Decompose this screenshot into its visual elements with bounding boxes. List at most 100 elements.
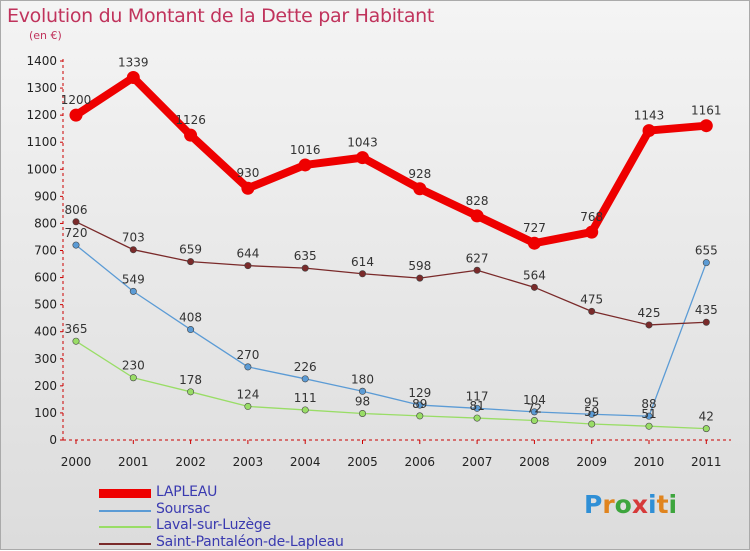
legend-label: Saint-Pantaléon-de-Lapleau xyxy=(156,533,344,550)
data-label: 59 xyxy=(584,405,599,419)
data-label: 1339 xyxy=(118,56,149,70)
data-label: 1200 xyxy=(61,93,92,107)
data-label: 930 xyxy=(236,166,259,180)
x-tick-label: 2005 xyxy=(347,455,378,469)
legend-label: LAPLEAU xyxy=(156,484,218,500)
x-tick-label: 2011 xyxy=(691,455,722,469)
data-point xyxy=(129,374,137,382)
data-point xyxy=(301,375,309,383)
y-tick-label: 300 xyxy=(34,352,57,366)
data-point xyxy=(588,420,596,428)
data-point xyxy=(187,388,195,396)
data-label: 655 xyxy=(695,244,718,258)
legend-label: Soursac xyxy=(156,500,211,517)
logo-letter: P xyxy=(584,490,603,519)
data-point xyxy=(187,258,195,266)
data-point xyxy=(72,241,80,249)
data-point xyxy=(416,401,424,409)
data-label: 1161 xyxy=(691,104,722,118)
y-tick-label: 200 xyxy=(34,379,57,393)
x-tick-label: 2000 xyxy=(61,455,92,469)
data-point xyxy=(301,264,309,272)
data-point xyxy=(530,408,538,416)
legend-label: Laval-sur-Luzège xyxy=(156,517,271,533)
data-label: 627 xyxy=(466,251,489,265)
data-labels-layer: 1200 1339 1126 930 1016 1043 928 828 727 768 1143 1… xyxy=(61,56,722,424)
data-point xyxy=(187,326,195,334)
legend-swatch xyxy=(99,509,151,512)
y-tick-label: 1400 xyxy=(26,54,57,68)
data-point xyxy=(129,287,137,295)
data-point xyxy=(702,425,710,433)
data-label: 564 xyxy=(523,268,546,282)
y-tick-label: 1100 xyxy=(26,135,57,149)
series-line xyxy=(72,73,711,248)
data-label: 270 xyxy=(236,348,259,362)
data-point xyxy=(473,266,481,274)
data-point xyxy=(642,124,656,138)
series-layer xyxy=(69,71,713,433)
data-point xyxy=(527,236,541,250)
legend-swatch xyxy=(99,542,151,545)
data-point xyxy=(470,209,484,223)
data-point xyxy=(585,225,599,239)
series-line xyxy=(75,221,707,326)
data-point xyxy=(702,259,710,267)
data-label: 180 xyxy=(351,372,374,386)
data-point xyxy=(645,412,653,420)
data-point xyxy=(244,402,252,410)
data-point xyxy=(126,71,140,85)
data-point xyxy=(241,181,255,195)
data-label: 549 xyxy=(122,272,145,286)
data-label: 727 xyxy=(523,221,546,235)
data-point xyxy=(298,158,312,172)
data-point xyxy=(588,307,596,315)
data-point xyxy=(473,414,481,422)
data-point xyxy=(358,387,366,395)
data-point xyxy=(69,108,83,122)
x-tick-label: 2006 xyxy=(405,455,436,469)
series-line xyxy=(75,244,707,417)
chart-title: Evolution du Montant de la Dette par Hab… xyxy=(7,5,435,27)
data-label: 178 xyxy=(179,373,202,387)
data-point xyxy=(530,417,538,425)
legend-swatch xyxy=(99,489,151,498)
data-point xyxy=(301,406,309,414)
data-point xyxy=(473,404,481,412)
chart-axes: 0 100 200 300 400 500 600 700 800 900 1000 1100 1200… xyxy=(26,54,731,469)
data-point xyxy=(356,151,369,165)
x-tick-label: 2009 xyxy=(576,455,607,469)
data-label: 72 xyxy=(527,402,542,416)
logo-letter: t xyxy=(656,490,669,519)
y-tick-label: 700 xyxy=(34,244,57,258)
data-point xyxy=(72,337,80,345)
y-tick-label: 100 xyxy=(34,406,57,420)
data-label: 1126 xyxy=(175,113,206,127)
data-point xyxy=(699,119,713,133)
data-point xyxy=(588,410,596,418)
data-label: 928 xyxy=(408,167,431,181)
data-point xyxy=(72,218,80,226)
y-tick-label: 400 xyxy=(34,325,57,339)
x-tick-label: 2002 xyxy=(175,455,206,469)
data-label: 425 xyxy=(638,306,661,320)
data-label: 365 xyxy=(65,322,88,336)
logo-letter: o xyxy=(614,490,632,519)
logo-letter: x xyxy=(631,490,648,519)
data-label: 644 xyxy=(236,247,259,261)
data-label: 226 xyxy=(294,360,317,374)
data-label: 435 xyxy=(695,303,718,317)
data-point xyxy=(413,182,427,196)
data-label: 1143 xyxy=(634,109,665,123)
data-point xyxy=(244,262,252,270)
data-label: 614 xyxy=(351,255,374,269)
data-label: 89 xyxy=(412,397,427,411)
data-point xyxy=(244,363,252,371)
data-label: 1016 xyxy=(290,143,321,157)
proxiti-logo: Proxiti xyxy=(584,490,677,519)
data-point xyxy=(129,246,137,254)
x-tick-label: 2003 xyxy=(233,455,264,469)
logo-letter: i xyxy=(668,490,678,519)
data-point xyxy=(416,412,424,420)
